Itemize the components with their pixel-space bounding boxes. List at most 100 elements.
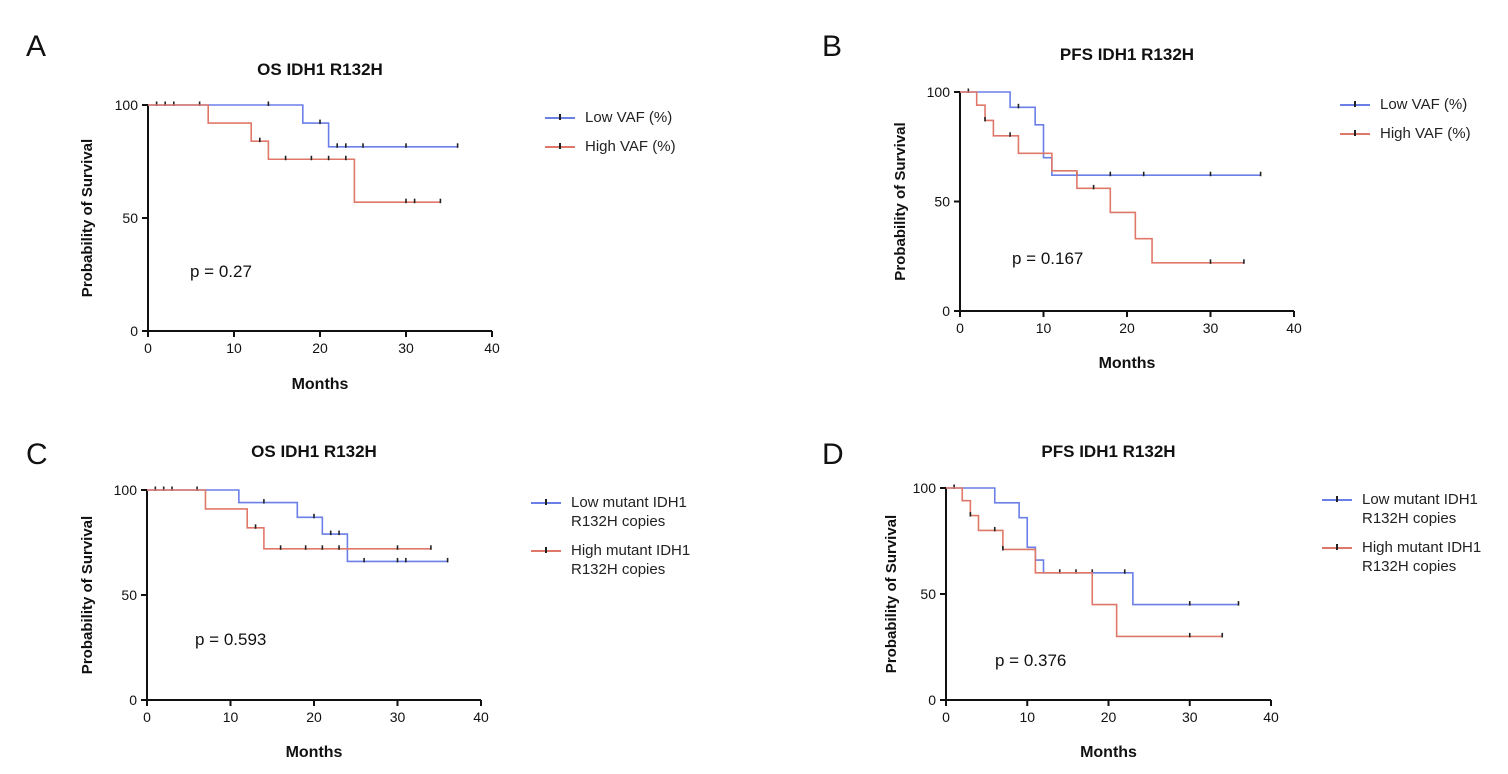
legend-label: High VAF (%)	[585, 138, 676, 155]
panel-letter-a: A	[26, 30, 47, 63]
y-tick-label: 50	[122, 210, 138, 226]
legend-c: Low mutant IDH1 R132H copies High mutant …	[531, 493, 731, 589]
legend-item: Low VAF (%)	[1340, 95, 1471, 114]
legend-censor-tick	[545, 499, 547, 505]
x-tick-label: 0	[144, 340, 152, 356]
legend-label: High mutant IDH1 R132H copies	[1362, 539, 1482, 575]
p-value: p = 0.27	[190, 262, 252, 281]
y-axis-label: Probability of Survival	[79, 516, 96, 674]
y-axis-label: Probability of Survival	[892, 122, 909, 280]
y-tick-label: 100	[927, 84, 951, 100]
x-tick-label: 10	[1019, 709, 1035, 725]
legend-label: Low mutant IDH1 R132H copies	[571, 494, 687, 530]
p-value: p = 0.376	[995, 651, 1066, 670]
x-tick-label: 30	[390, 709, 406, 725]
legend-swatch	[1340, 130, 1370, 136]
legend-item: High mutant IDH1 R132H copies	[531, 541, 731, 579]
p-value: p = 0.167	[1012, 249, 1083, 268]
x-tick-label: 20	[1101, 709, 1117, 725]
x-tick-label: 30	[1203, 320, 1219, 336]
legend-item: Low VAF (%)	[545, 108, 676, 127]
y-tick-label: 100	[115, 97, 139, 113]
legend-swatch	[1322, 496, 1352, 502]
x-tick-label: 0	[956, 320, 964, 336]
y-tick-label: 50	[121, 587, 137, 603]
legend-label: High mutant IDH1 R132H copies	[571, 542, 691, 578]
survival-curve-low	[946, 487, 1239, 606]
y-axis-label: Probability of Survival	[883, 515, 900, 673]
x-tick-label: 10	[223, 709, 239, 725]
survival-curve-low	[148, 104, 458, 148]
x-tick-label: 40	[1286, 320, 1302, 336]
km-chart-c: OS IDH1 R132H 0 10 20 30 40 0 50 100 Months Probab…	[79, 442, 489, 761]
x-tick-label: 30	[1182, 709, 1198, 725]
survival-curve-high	[960, 91, 1244, 264]
legend-censor-tick	[559, 114, 561, 120]
panel-letter-b: B	[822, 30, 843, 63]
x-tick-label: 0	[942, 709, 950, 725]
x-tick-label: 10	[226, 340, 242, 356]
km-chart-b: PFS IDH1 R132H 0 10 20 30 40 0 50 100 Months Proba…	[892, 45, 1302, 372]
x-tick-label: 0	[143, 709, 151, 725]
legend-swatch	[531, 547, 561, 553]
legend-swatch	[545, 114, 575, 120]
km-chart-a: OS IDH1 R132H 0 10 20 30 40 0 50 100 Months Probab…	[79, 60, 500, 393]
legend-item: Low mutant IDH1 R132H copies	[531, 493, 731, 531]
survival-curve-high	[147, 489, 431, 550]
x-tick-label: 40	[484, 340, 500, 356]
y-tick-label: 0	[942, 303, 950, 319]
survival-curve-high	[946, 487, 1223, 638]
x-tick-label: 10	[1036, 320, 1052, 336]
legend-censor-tick	[545, 547, 547, 553]
legend-a: Low VAF (%) High VAF (%)	[545, 108, 676, 166]
y-axis-label: Probability of Survival	[79, 139, 96, 297]
y-tick-label: 50	[920, 586, 936, 602]
panel-letter-d: D	[822, 438, 844, 471]
chart-title: OS IDH1 R132H	[257, 60, 383, 79]
legend-swatch	[1322, 544, 1352, 550]
legend-label: Low VAF (%)	[585, 109, 673, 126]
y-tick-label: 0	[928, 692, 936, 708]
legend-censor-tick	[1336, 544, 1338, 550]
x-axis-label: Months	[292, 376, 349, 390]
legend-swatch	[531, 499, 561, 505]
y-tick-label: 50	[934, 194, 950, 210]
x-tick-label: 30	[398, 340, 414, 356]
legend-item: High VAF (%)	[545, 137, 676, 156]
legend-d: Low mutant IDH1 R132H copies High mutant …	[1322, 490, 1508, 586]
x-axis-label: Months	[1099, 355, 1156, 372]
legend-item: High mutant IDH1 R132H copies	[1322, 538, 1508, 576]
chart-title: OS IDH1 R132H	[251, 442, 377, 461]
x-tick-label: 20	[306, 709, 322, 725]
legend-label: High VAF (%)	[1380, 125, 1471, 142]
legend-censor-tick	[1354, 130, 1356, 136]
legend-item: High VAF (%)	[1340, 124, 1471, 143]
legend-censor-tick	[1354, 101, 1356, 107]
panel-letter-c: C	[26, 438, 48, 471]
panel-c: C OS IDH1 R132H 0 10 20 30 40 0 50 100 Months Prob…	[0, 0, 754, 769]
chart-title: PFS IDH1 R132H	[1060, 45, 1194, 64]
legend-label: Low VAF (%)	[1380, 96, 1468, 113]
y-tick-label: 100	[913, 480, 937, 496]
legend-swatch	[1340, 101, 1370, 107]
y-tick-label: 0	[130, 323, 138, 339]
legend-censor-tick	[1336, 496, 1338, 502]
x-tick-label: 40	[1263, 709, 1279, 725]
legend-censor-tick	[559, 143, 561, 149]
legend-label: Low mutant IDH1 R132H copies	[1362, 491, 1478, 527]
panel-b: B PFS IDH1 R132H 0 10 20 30 40 0 50 100 Months Pro…	[822, 30, 1471, 372]
chart-title: PFS IDH1 R132H	[1041, 442, 1175, 461]
survival-curve-low	[147, 489, 448, 563]
panel-a: A OS IDH1 R132H 0 10 20 30 40 0 50 100 Months Prob…	[0, 0, 754, 393]
x-tick-label: 20	[1119, 320, 1135, 336]
x-axis-label: Months	[1080, 744, 1137, 761]
x-tick-label: 40	[473, 709, 489, 725]
y-tick-label: 100	[114, 482, 138, 498]
x-tick-label: 20	[312, 340, 328, 356]
p-value: p = 0.593	[195, 630, 266, 649]
legend-item: Low mutant IDH1 R132H copies	[1322, 490, 1508, 528]
legend-b: Low VAF (%) High VAF (%)	[1340, 95, 1471, 153]
